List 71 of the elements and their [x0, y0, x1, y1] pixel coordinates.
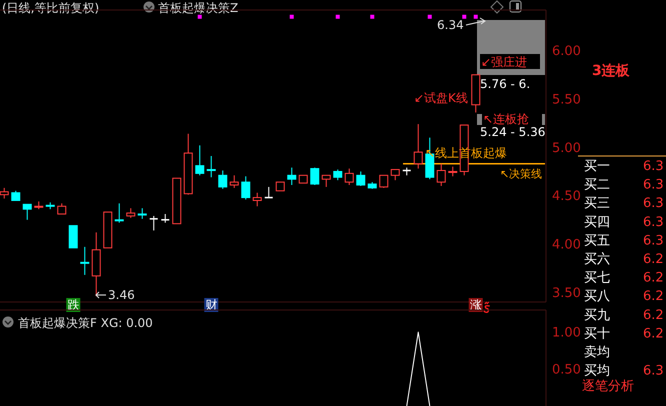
category-label: 买均: [584, 364, 610, 379]
category-label: 买六: [584, 252, 610, 267]
candlestick: [80, 246, 90, 276]
text: 6.3: [643, 159, 664, 174]
candlestick: [287, 167, 296, 186]
text: 6.3: [643, 364, 664, 379]
text: 逐笔分析: [582, 379, 634, 394]
candlestick: [333, 169, 342, 181]
category-label: 买二: [584, 178, 610, 193]
candlestick: [114, 202, 124, 224]
category-label: 买五: [584, 233, 610, 248]
annotation: 5.76 - 6.: [480, 77, 530, 91]
y-tick-label: 4.00: [552, 238, 581, 253]
candlestick: [264, 186, 274, 198]
text: ↖连板抢: [483, 112, 530, 126]
y-tick-label: 3.50: [552, 286, 581, 301]
text: 3连板: [592, 63, 631, 79]
candlestick: [126, 208, 136, 218]
category-label: 买七: [584, 270, 610, 286]
chart-title: 首板起爆决策F XG: 0.00: [18, 316, 153, 330]
candlestick: [206, 156, 216, 178]
candlestick: [414, 124, 423, 170]
category-label: 卖均: [584, 345, 610, 360]
ref-line-label: ↖决策线: [500, 168, 542, 181]
candlestick: [149, 215, 158, 231]
annotation: 6.34: [437, 18, 464, 32]
candlestick: [436, 163, 446, 186]
candlestick: [218, 170, 228, 190]
candlestick: [322, 174, 331, 188]
candlestick: [356, 170, 366, 186]
candlestick: [344, 168, 354, 186]
text: 6.3: [643, 178, 664, 193]
candlestick: [425, 137, 434, 180]
candlestick: [22, 204, 32, 220]
candlestick: [0, 187, 9, 200]
y-tick-label: 6.00: [552, 44, 581, 60]
candlestick: [310, 167, 320, 186]
candlestick: [138, 208, 147, 220]
annotation: 5.24 - 5.36: [480, 125, 546, 139]
category-label: 买十: [584, 326, 610, 342]
text: 6.3: [643, 196, 664, 212]
category-label: 买三: [584, 196, 610, 212]
candlestick: [448, 166, 458, 177]
annotation: ↙试盘K线: [414, 91, 468, 105]
category-label: 买一: [584, 159, 610, 174]
category-label: 买九: [584, 308, 610, 323]
y-tick-label: 1.00: [552, 326, 581, 341]
y-tick-label: 5.00: [552, 140, 581, 156]
candlestick: [57, 202, 66, 215]
candlestick: [195, 144, 204, 176]
candlestick: [230, 174, 239, 188]
candlestick: [379, 174, 388, 188]
candlestick: [252, 192, 262, 207]
text: 6.2: [643, 289, 664, 304]
text: 6.3: [643, 214, 664, 230]
candlestick: [241, 176, 250, 200]
category-label: 买八: [584, 289, 610, 304]
candlestick: [68, 225, 78, 248]
text: 6.2: [643, 326, 664, 342]
y-tick-label: 5.50: [552, 92, 581, 108]
candlestick: [11, 190, 20, 201]
text: 6.3: [643, 233, 664, 248]
y-tick-label: 4.50: [552, 189, 581, 204]
text: 6.2: [643, 308, 664, 323]
annotation: ↙强庄进: [481, 55, 528, 69]
category-label: 买四: [584, 214, 610, 230]
text: 6.2: [643, 252, 664, 267]
candlestick: [390, 169, 400, 181]
text: 6.2: [643, 270, 664, 286]
y-tick-label: 0.50: [552, 362, 581, 378]
annotation: 3.46: [108, 288, 135, 302]
